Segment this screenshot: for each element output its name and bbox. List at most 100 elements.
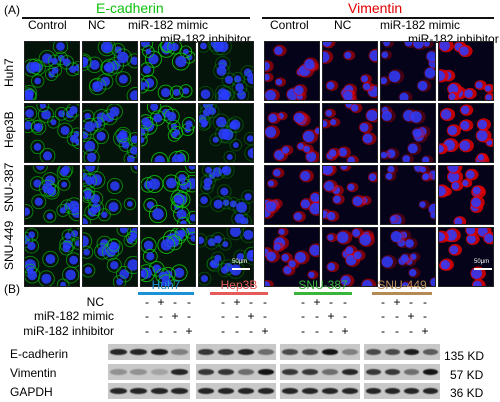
blot-strip-vimentin-snu449 bbox=[364, 364, 440, 380]
ecadherin-image-huh7-nc bbox=[82, 41, 138, 101]
sign-mimic-hep3b-lane2: - bbox=[235, 309, 239, 323]
blot-strip-gapdh-snu387 bbox=[280, 383, 360, 399]
sign-nc-hep3b-lane2: + bbox=[233, 295, 241, 309]
sign-mimic-huh7-lane3: + bbox=[171, 309, 179, 323]
sign-nc-hep3b-lane1: - bbox=[221, 295, 225, 309]
sign-mimic-snu449-lane3: + bbox=[407, 309, 415, 323]
band-vimentin-huh7-lane2 bbox=[130, 368, 148, 376]
sign-nc-snu449-lane4: - bbox=[423, 295, 427, 309]
condition-label-inhibitor: miR-182 inhibitor bbox=[23, 324, 114, 338]
sign-inhibitor-snu387-lane4: + bbox=[341, 324, 349, 338]
vimentin-image-hep3b-inhibitor bbox=[438, 103, 494, 163]
band-vimentin-hep3b-lane4 bbox=[257, 368, 275, 376]
band-ecadherin-huh7-lane4 bbox=[171, 348, 189, 356]
vimentin-image-huh7-mimic bbox=[380, 41, 436, 101]
blot-strip-vimentin-hep3b bbox=[196, 364, 276, 380]
band-gapdh-snu387-lane3 bbox=[321, 387, 339, 395]
blot-strip-gapdh-huh7 bbox=[108, 383, 190, 399]
band-gapdh-snu387-lane1 bbox=[281, 387, 299, 395]
band-gapdh-hep3b-lane1 bbox=[197, 387, 215, 395]
band-vimentin-snu387-lane4 bbox=[341, 368, 359, 376]
band-gapdh-hep3b-lane3 bbox=[237, 387, 255, 395]
row-label-hep3b: Hep3B bbox=[2, 111, 16, 148]
vimentin-title: Vimentin bbox=[348, 0, 403, 16]
panel-a-letter: (A) bbox=[4, 3, 20, 17]
sign-nc-huh7-lane3: - bbox=[173, 295, 177, 309]
ecad-col-header-control: Control bbox=[28, 18, 67, 32]
protein-label-gapdh: GAPDH bbox=[10, 385, 53, 399]
ecadherin-image-hep3b-nc bbox=[82, 103, 138, 163]
sign-inhibitor-snu387-lane1: - bbox=[301, 324, 305, 338]
cell-tag-snu449: SNU-449 bbox=[372, 278, 432, 295]
sign-mimic-snu449-lane1: - bbox=[381, 309, 385, 323]
band-vimentin-hep3b-lane1 bbox=[197, 368, 215, 376]
condition-label-nc: NC bbox=[86, 295, 104, 309]
band-gapdh-snu387-lane4 bbox=[341, 387, 359, 395]
vimentin-image-snu449-inhibitor bbox=[438, 227, 494, 287]
band-vimentin-snu449-lane2 bbox=[384, 368, 401, 376]
protein-label-vimentin: Vimentin bbox=[10, 366, 57, 380]
sign-mimic-snu387-lane4: - bbox=[343, 309, 347, 323]
ecadherin-image-hep3b-control bbox=[24, 103, 80, 163]
ecadherin-image-snu387-nc bbox=[82, 165, 138, 225]
sign-inhibitor-snu449-lane1: - bbox=[381, 324, 385, 338]
band-vimentin-hep3b-lane2 bbox=[217, 368, 235, 376]
sign-nc-huh7-lane2: + bbox=[157, 295, 165, 309]
sign-mimic-snu387-lane3: + bbox=[327, 309, 335, 323]
sign-inhibitor-huh7-lane2: - bbox=[159, 324, 163, 338]
band-gapdh-snu387-lane2 bbox=[301, 387, 319, 395]
ecadherin-image-snu449-inhibitor bbox=[198, 227, 254, 287]
band-gapdh-snu449-lane2 bbox=[384, 387, 401, 395]
band-ecadherin-huh7-lane2 bbox=[130, 348, 148, 356]
band-ecadherin-snu387-lane2 bbox=[301, 348, 319, 356]
sign-inhibitor-huh7-lane4: + bbox=[185, 324, 193, 338]
ecadherin-image-huh7-mimic bbox=[140, 41, 196, 101]
vimentin-image-snu387-mimic bbox=[380, 165, 436, 225]
sign-mimic-huh7-lane2: - bbox=[159, 309, 163, 323]
ecad-col-header-mimic: miR-182 mimic bbox=[128, 18, 209, 32]
sign-nc-hep3b-lane4: - bbox=[263, 295, 267, 309]
ecadherin-image-snu449-mimic bbox=[140, 227, 196, 287]
sign-mimic-hep3b-lane1: - bbox=[221, 309, 225, 323]
row-label-huh7: Huh7 bbox=[2, 58, 16, 87]
vim-scale-label: 50μm bbox=[474, 259, 490, 265]
ecadherin-image-huh7-control bbox=[24, 41, 80, 101]
band-vimentin-snu387-lane1 bbox=[281, 368, 299, 376]
band-gapdh-snu449-lane3 bbox=[403, 387, 420, 395]
ecadherin-image-snu449-control bbox=[24, 227, 80, 287]
band-vimentin-huh7-lane3 bbox=[150, 368, 168, 376]
blot-strip-vimentin-huh7 bbox=[108, 364, 190, 380]
vimentin-title-rule bbox=[262, 17, 494, 19]
sign-mimic-snu387-lane2: - bbox=[315, 309, 319, 323]
band-gapdh-huh7-lane4 bbox=[171, 387, 189, 395]
sign-inhibitor-snu449-lane3: - bbox=[409, 324, 413, 338]
band-gapdh-snu449-lane1 bbox=[365, 387, 382, 395]
blot-strip-ecadherin-snu449 bbox=[364, 344, 440, 360]
sign-nc-huh7-lane1: - bbox=[145, 295, 149, 309]
sign-inhibitor-snu449-lane2: - bbox=[395, 324, 399, 338]
cell-tag-snu387: SNU-387 bbox=[294, 278, 352, 295]
band-ecadherin-hep3b-lane2 bbox=[217, 348, 235, 356]
band-gapdh-hep3b-lane2 bbox=[217, 387, 235, 395]
vim-col-header-mimic: miR-182 mimic bbox=[380, 18, 461, 32]
vimentin-image-hep3b-nc bbox=[322, 103, 378, 163]
sign-mimic-hep3b-lane4: - bbox=[263, 309, 267, 323]
vimentin-image-hep3b-control bbox=[264, 103, 320, 163]
size-label-ecadherin: 135 KD bbox=[444, 349, 485, 363]
row-label-snu449: SNU-449 bbox=[2, 220, 16, 270]
band-vimentin-snu449-lane1 bbox=[365, 368, 382, 376]
band-ecadherin-snu449-lane2 bbox=[384, 348, 401, 356]
band-gapdh-huh7-lane3 bbox=[150, 387, 168, 395]
vimentin-image-snu387-inhibitor bbox=[438, 165, 494, 225]
blot-strip-ecadherin-huh7 bbox=[108, 344, 190, 360]
sign-inhibitor-snu387-lane2: - bbox=[315, 324, 319, 338]
sign-nc-huh7-lane4: - bbox=[187, 295, 191, 309]
sign-nc-snu387-lane1: - bbox=[301, 295, 305, 309]
vimentin-image-snu449-control bbox=[264, 227, 320, 287]
ecad-scale-bar bbox=[232, 268, 250, 270]
sign-inhibitor-snu449-lane4: + bbox=[421, 324, 429, 338]
band-gapdh-hep3b-lane4 bbox=[257, 387, 275, 395]
band-ecadherin-hep3b-lane4 bbox=[257, 348, 275, 356]
sign-nc-snu449-lane1: - bbox=[381, 295, 385, 309]
sign-inhibitor-huh7-lane1: - bbox=[145, 324, 149, 338]
